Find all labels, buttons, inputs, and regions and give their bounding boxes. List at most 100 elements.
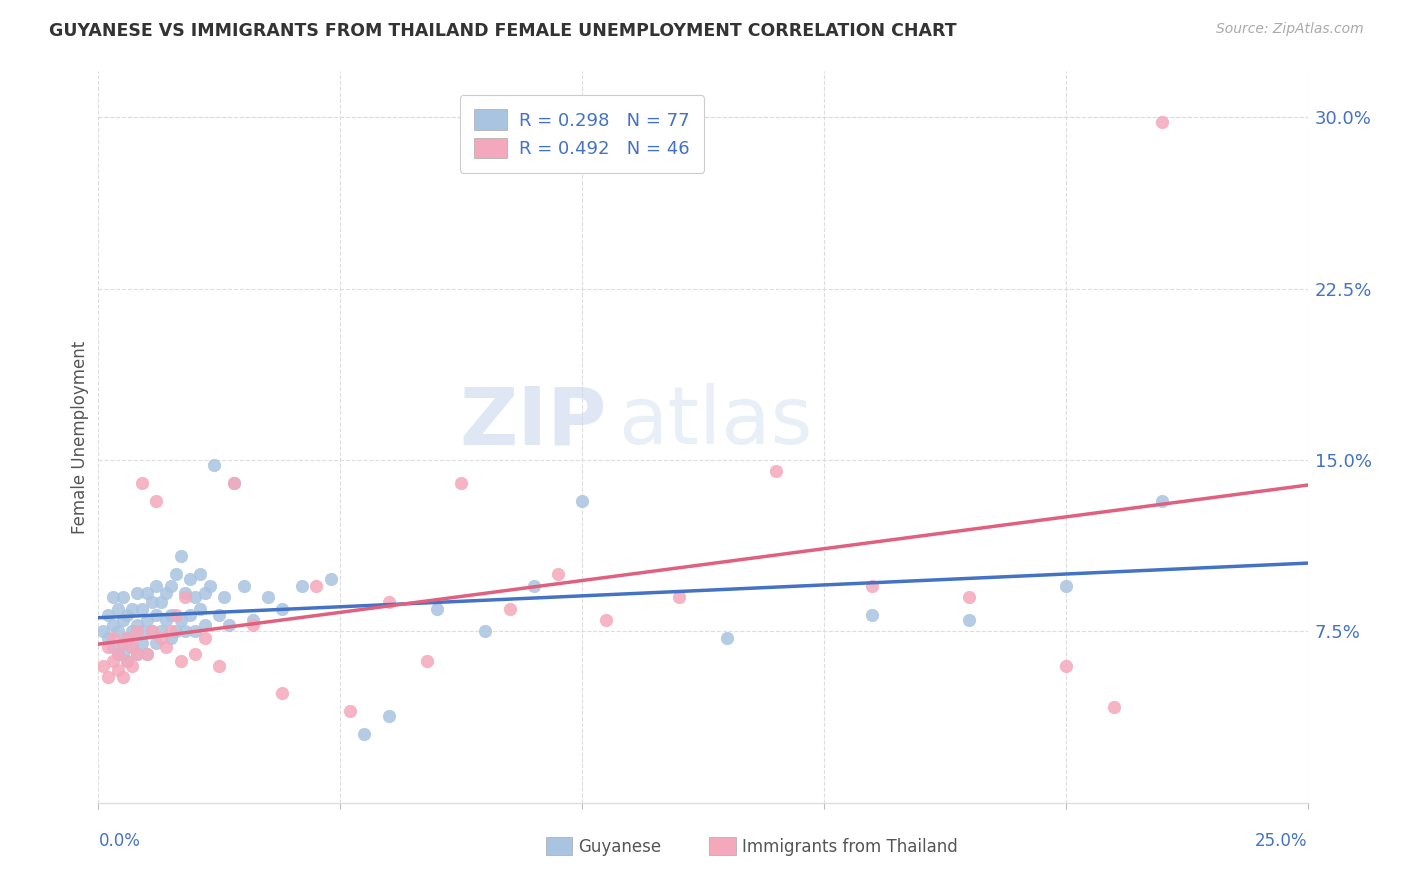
Point	[165, 624, 187, 639]
Point	[232, 579, 254, 593]
Point	[271, 601, 294, 615]
Point	[377, 709, 399, 723]
Point	[150, 632, 173, 646]
Point	[117, 654, 139, 668]
Point	[111, 636, 134, 650]
Point	[256, 590, 278, 604]
Point	[174, 624, 197, 639]
Point	[523, 579, 546, 593]
Point	[111, 613, 134, 627]
Point	[179, 608, 201, 623]
Point	[860, 608, 883, 623]
Point	[339, 705, 361, 719]
Point	[127, 647, 149, 661]
Point	[101, 654, 124, 668]
Point	[111, 590, 134, 604]
Point	[160, 579, 183, 593]
Point	[97, 670, 120, 684]
Point	[1054, 658, 1077, 673]
Point	[160, 624, 183, 639]
Bar	[546, 838, 572, 855]
Point	[155, 640, 177, 655]
Point	[121, 658, 143, 673]
Point	[127, 585, 149, 599]
Point	[571, 494, 593, 508]
Point	[117, 654, 139, 668]
Point	[242, 617, 264, 632]
Point	[179, 572, 201, 586]
Point	[218, 617, 240, 632]
Point	[107, 601, 129, 615]
Point	[97, 632, 120, 646]
Point	[426, 601, 449, 615]
Point	[141, 595, 163, 609]
Point	[111, 647, 134, 661]
Point	[450, 475, 472, 490]
Text: Source: ZipAtlas.com: Source: ZipAtlas.com	[1216, 22, 1364, 37]
Point	[107, 647, 129, 661]
Point	[957, 613, 980, 627]
Point	[145, 636, 167, 650]
Point	[595, 613, 617, 627]
Point	[135, 647, 157, 661]
Point	[1152, 494, 1174, 508]
Point	[131, 624, 153, 639]
Point	[165, 608, 187, 623]
Point	[474, 624, 496, 639]
Point	[135, 647, 157, 661]
Point	[222, 475, 245, 490]
Point	[117, 632, 139, 646]
Point	[121, 640, 143, 655]
Point	[204, 458, 226, 472]
Text: 25.0%: 25.0%	[1256, 832, 1308, 850]
Text: 0.0%: 0.0%	[98, 832, 141, 850]
Point	[194, 632, 217, 646]
Point	[194, 617, 217, 632]
Text: Immigrants from Thailand: Immigrants from Thailand	[742, 838, 957, 855]
Point	[716, 632, 738, 646]
Point	[101, 590, 124, 604]
Point	[107, 624, 129, 639]
Point	[101, 617, 124, 632]
Point	[169, 654, 191, 668]
Point	[91, 624, 114, 639]
Point	[131, 601, 153, 615]
Point	[184, 647, 207, 661]
Point	[860, 579, 883, 593]
Point	[141, 624, 163, 639]
Point	[1152, 114, 1174, 128]
Text: atlas: atlas	[619, 384, 813, 461]
Point	[198, 579, 221, 593]
Point	[150, 595, 173, 609]
Point	[127, 617, 149, 632]
Point	[91, 658, 114, 673]
Point	[111, 670, 134, 684]
Point	[174, 590, 197, 604]
Point	[145, 494, 167, 508]
Point	[155, 613, 177, 627]
Point	[184, 624, 207, 639]
Point	[111, 636, 134, 650]
Point	[319, 572, 342, 586]
Point	[101, 632, 124, 646]
Point	[290, 579, 312, 593]
Point	[208, 608, 231, 623]
Point	[668, 590, 690, 604]
Point	[188, 601, 211, 615]
Point	[145, 579, 167, 593]
Point	[107, 647, 129, 661]
Point	[121, 601, 143, 615]
Point	[242, 613, 264, 627]
Point	[127, 647, 149, 661]
Point	[117, 608, 139, 623]
Point	[169, 613, 191, 627]
Point	[141, 624, 163, 639]
Point	[135, 585, 157, 599]
Bar	[709, 838, 735, 855]
Point	[117, 632, 139, 646]
Point	[208, 658, 231, 673]
Point	[377, 595, 399, 609]
Y-axis label: Female Unemployment: Female Unemployment	[70, 341, 89, 533]
Point	[271, 686, 294, 700]
Point	[107, 663, 129, 677]
